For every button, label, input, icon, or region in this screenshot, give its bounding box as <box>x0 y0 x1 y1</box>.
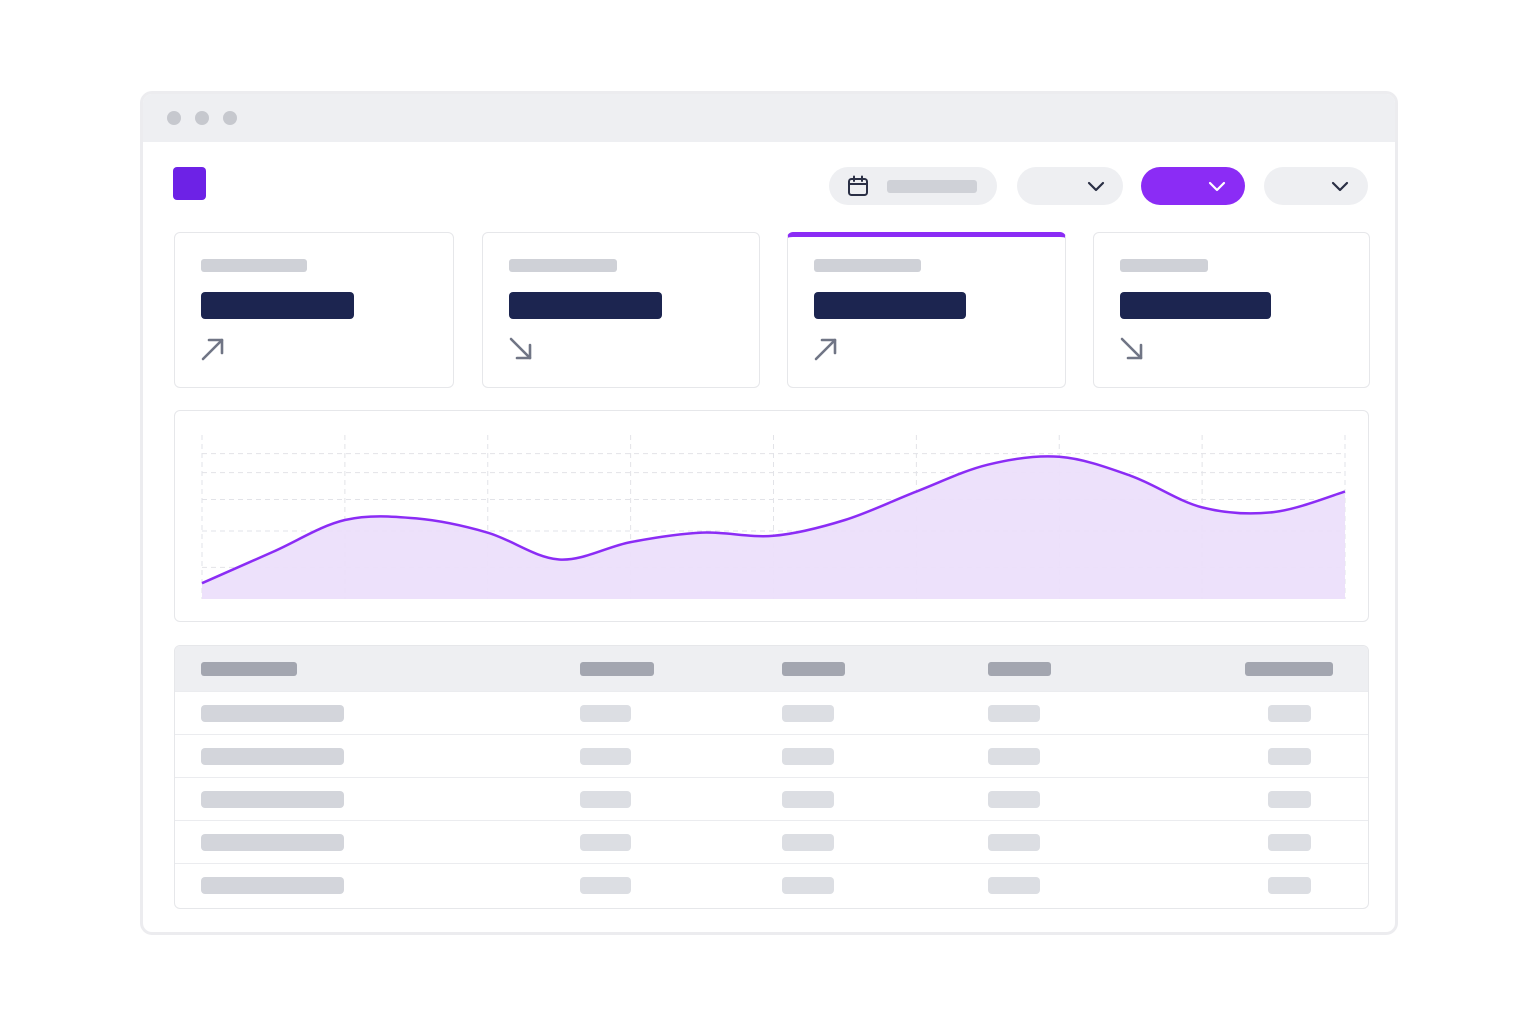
table-row[interactable] <box>175 820 1368 863</box>
table-cell <box>580 748 631 765</box>
table-cell <box>782 834 834 851</box>
table-cell <box>580 705 631 722</box>
table-cell <box>988 877 1040 894</box>
kpi-value <box>201 292 354 319</box>
column-header[interactable] <box>201 662 297 676</box>
calendar-icon <box>848 175 868 196</box>
table-cell <box>988 791 1040 808</box>
chevron-down-icon <box>1331 181 1349 192</box>
table-cell <box>1268 748 1311 765</box>
table-cell <box>782 705 834 722</box>
kpi-label <box>201 259 307 272</box>
column-header[interactable] <box>1245 662 1333 676</box>
kpi-card[interactable] <box>482 232 760 388</box>
table-row[interactable] <box>175 863 1368 906</box>
table-header <box>175 646 1368 691</box>
table-cell <box>1268 877 1311 894</box>
kpi-card[interactable] <box>1093 232 1370 388</box>
arrow-up-right-icon <box>814 338 837 361</box>
app-window <box>140 91 1398 935</box>
kpi-card-selected[interactable] <box>787 232 1066 388</box>
table-cell <box>782 877 834 894</box>
column-header[interactable] <box>988 662 1051 676</box>
chart-area-fill <box>202 456 1345 599</box>
date-range-value <box>887 180 977 193</box>
table-cell <box>580 834 631 851</box>
table-cell <box>1268 705 1311 722</box>
kpi-card[interactable] <box>174 232 454 388</box>
kpi-value <box>814 292 966 319</box>
filter-dropdown-1[interactable] <box>1017 167 1123 205</box>
table-cell <box>580 877 631 894</box>
chart-series-line <box>201 455 1346 585</box>
column-header[interactable] <box>782 662 845 676</box>
window-maximize-button[interactable] <box>223 111 237 125</box>
filter-dropdown-3[interactable] <box>1264 167 1368 205</box>
chart-panel <box>174 410 1369 622</box>
chevron-down-icon <box>1208 181 1226 192</box>
arrow-up-right-icon <box>201 338 224 361</box>
window-minimize-button[interactable] <box>195 111 209 125</box>
table-cell <box>1268 791 1311 808</box>
column-header[interactable] <box>580 662 654 676</box>
data-table <box>174 645 1369 909</box>
table-cell <box>201 791 344 808</box>
table-cell <box>201 748 344 765</box>
kpi-label <box>509 259 617 272</box>
filter-dropdown-2[interactable] <box>1141 167 1245 205</box>
date-range-picker[interactable] <box>829 167 997 205</box>
table-cell <box>988 748 1040 765</box>
table-row[interactable] <box>175 777 1368 820</box>
table-row[interactable] <box>175 734 1368 777</box>
kpi-label <box>814 259 921 272</box>
table-cell <box>580 791 631 808</box>
title-bar <box>143 94 1395 142</box>
table-cell <box>201 877 344 894</box>
app-logo[interactable] <box>173 167 206 200</box>
area-chart <box>201 435 1346 599</box>
table-cell <box>782 748 834 765</box>
table-cell <box>988 705 1040 722</box>
kpi-label <box>1120 259 1208 272</box>
table-cell <box>988 834 1040 851</box>
kpi-value <box>509 292 662 319</box>
table-cell <box>201 705 344 722</box>
arrow-down-right-icon <box>509 337 532 360</box>
chevron-down-icon <box>1087 181 1105 192</box>
kpi-value <box>1120 292 1271 319</box>
arrow-down-right-icon <box>1120 337 1143 360</box>
window-close-button[interactable] <box>167 111 181 125</box>
table-cell <box>782 791 834 808</box>
table-cell <box>201 834 344 851</box>
table-row[interactable] <box>175 691 1368 734</box>
table-cell <box>1268 834 1311 851</box>
